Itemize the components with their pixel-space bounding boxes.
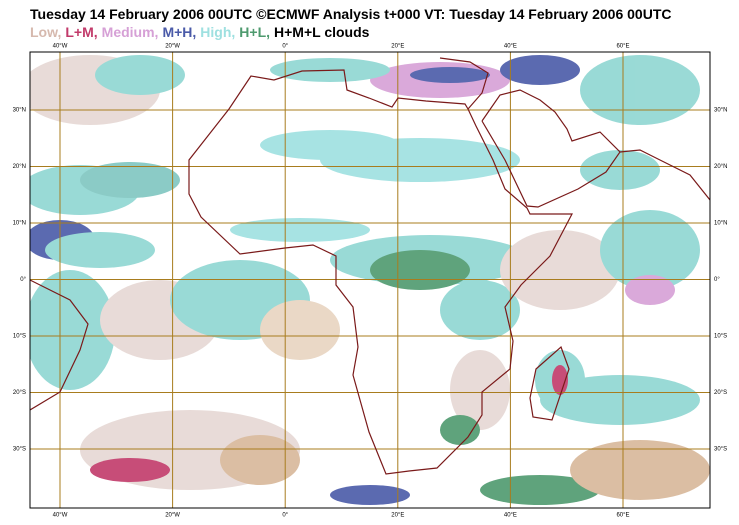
legend-item: Medium, bbox=[101, 24, 159, 40]
cloud-field bbox=[30, 52, 710, 508]
lon-label-top: 40°W bbox=[53, 44, 68, 50]
lon-label-bottom: 40°W bbox=[53, 513, 68, 519]
lon-label-top: 60°E bbox=[616, 44, 629, 50]
lon-label-bottom: 0° bbox=[282, 513, 288, 519]
legend-item: H+L, bbox=[239, 24, 271, 40]
lat-label-right: 10°N bbox=[714, 221, 727, 227]
lat-label-left: 10°S bbox=[13, 334, 26, 340]
legend-item: L+M, bbox=[65, 24, 98, 40]
lon-label-bottom: 20°E bbox=[391, 513, 404, 519]
lon-label-top: 20°W bbox=[165, 44, 180, 50]
lon-label-bottom: 60°E bbox=[616, 513, 629, 519]
lat-label-right: 20°S bbox=[714, 390, 727, 396]
grid bbox=[30, 52, 710, 508]
title: Tuesday 14 February 2006 00UTC ©ECMWF An… bbox=[30, 6, 672, 22]
lat-label-right: 30°S bbox=[714, 447, 727, 453]
coastline bbox=[30, 57, 710, 475]
lon-label-top: 40°E bbox=[504, 44, 517, 50]
lat-label-left: 20°S bbox=[13, 390, 26, 396]
lon-label-top: 0° bbox=[282, 44, 288, 50]
lat-label-right: 0° bbox=[714, 277, 720, 283]
lat-label-left: 10°N bbox=[13, 221, 26, 227]
map-frame bbox=[29, 51, 711, 509]
lon-label-top: 20°E bbox=[391, 44, 404, 50]
legend-item: Low, bbox=[30, 24, 62, 40]
lon-label-bottom: 40°E bbox=[504, 513, 517, 519]
legend-item: High, bbox=[200, 24, 236, 40]
legend-item: M+H, bbox=[162, 24, 197, 40]
lat-label-left: 20°N bbox=[13, 164, 26, 170]
lat-label-right: 20°N bbox=[714, 164, 727, 170]
lat-label-left: 0° bbox=[20, 277, 26, 283]
legend: Low, L+M, Medium, M+H, High, H+L, H+M+L clouds bbox=[30, 24, 373, 40]
lat-label-right: 30°N bbox=[714, 108, 727, 114]
lat-label-left: 30°N bbox=[13, 108, 26, 114]
lon-label-bottom: 20°W bbox=[165, 513, 180, 519]
lat-label-right: 10°S bbox=[714, 334, 727, 340]
lat-label-left: 30°S bbox=[13, 447, 26, 453]
legend-item: H+M+L clouds bbox=[274, 24, 370, 40]
